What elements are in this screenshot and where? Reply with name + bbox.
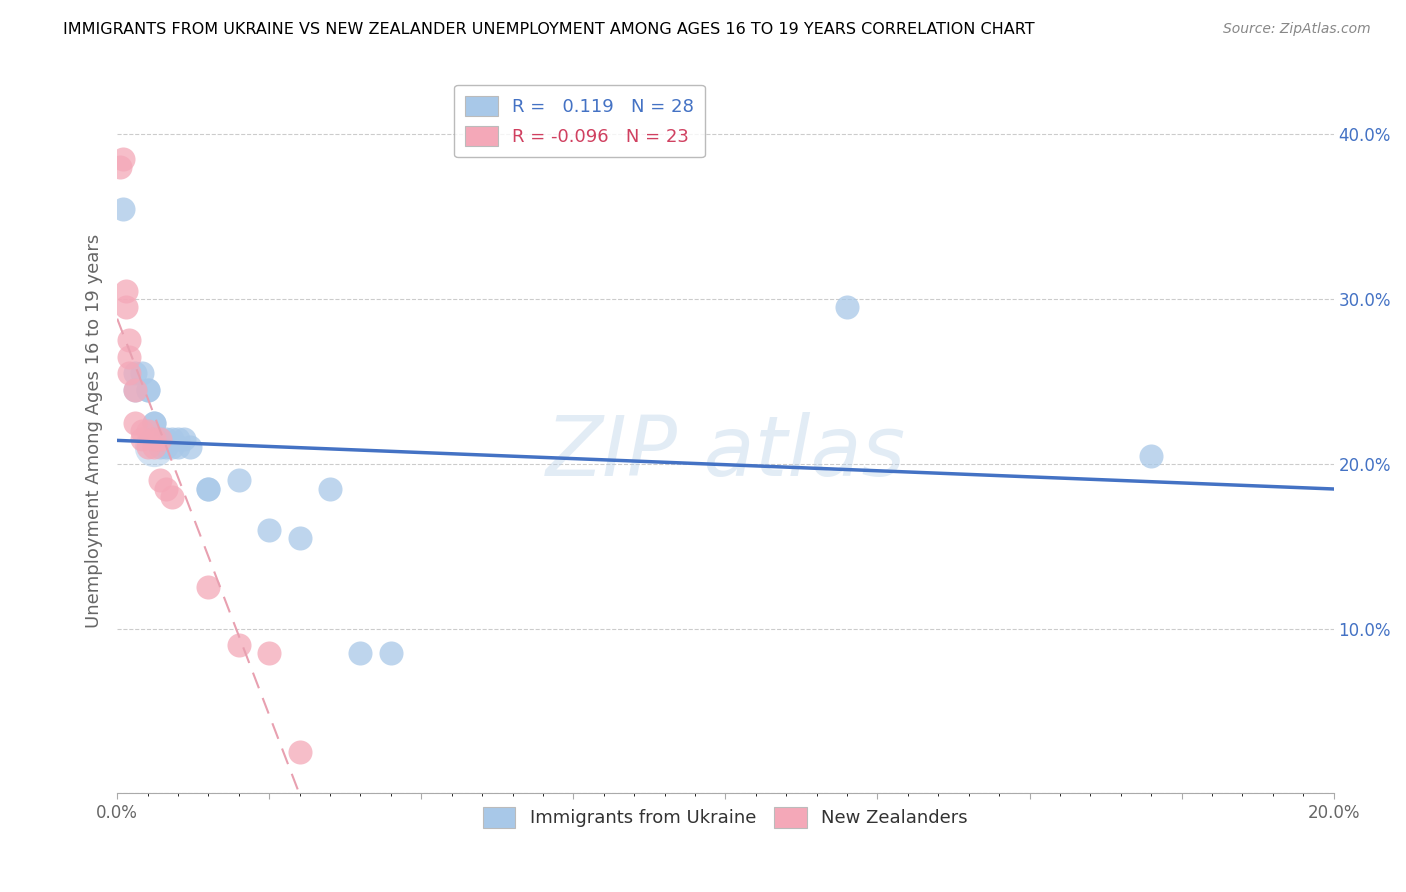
Point: [142, 432, 165, 446]
Point: [131, 424, 153, 438]
Point: [112, 202, 135, 216]
Point: [142, 441, 165, 455]
Point: [118, 350, 141, 364]
Point: [1140, 449, 1163, 463]
Point: [124, 383, 146, 397]
Point: [160, 490, 183, 504]
Point: [380, 646, 402, 660]
Point: [142, 416, 165, 430]
Point: [197, 482, 219, 496]
Point: [124, 366, 146, 380]
Point: [257, 523, 280, 537]
Point: [228, 474, 250, 488]
Point: [149, 432, 172, 446]
Point: [349, 646, 371, 660]
Point: [835, 301, 858, 315]
Text: ZIP atlas: ZIP atlas: [546, 412, 905, 493]
Point: [118, 366, 141, 380]
Point: [160, 432, 183, 446]
Legend: Immigrants from Ukraine, New Zealanders: Immigrants from Ukraine, New Zealanders: [475, 800, 976, 835]
Point: [142, 441, 165, 455]
Point: [112, 152, 135, 166]
Y-axis label: Unemployment Among Ages 16 to 19 years: Unemployment Among Ages 16 to 19 years: [86, 234, 103, 628]
Point: [136, 424, 159, 438]
Point: [131, 432, 153, 446]
Point: [110, 161, 132, 175]
Point: [257, 646, 280, 660]
Point: [288, 531, 311, 545]
Point: [173, 432, 195, 446]
Text: IMMIGRANTS FROM UKRAINE VS NEW ZEALANDER UNEMPLOYMENT AMONG AGES 16 TO 19 YEARS : IMMIGRANTS FROM UKRAINE VS NEW ZEALANDER…: [63, 22, 1035, 37]
Point: [115, 301, 138, 315]
Point: [149, 432, 172, 446]
Point: [197, 482, 219, 496]
Point: [131, 366, 153, 380]
Point: [149, 474, 172, 488]
Point: [288, 745, 311, 759]
Point: [155, 441, 177, 455]
Point: [228, 638, 250, 652]
Point: [136, 383, 159, 397]
Point: [136, 441, 159, 455]
Point: [115, 284, 138, 298]
Point: [142, 416, 165, 430]
Point: [124, 383, 146, 397]
Point: [160, 441, 183, 455]
Point: [197, 581, 219, 595]
Point: [319, 482, 342, 496]
Point: [149, 441, 172, 455]
Point: [155, 482, 177, 496]
Point: [136, 383, 159, 397]
Point: [124, 416, 146, 430]
Point: [179, 441, 201, 455]
Point: [118, 334, 141, 348]
Point: [167, 432, 190, 446]
Point: [155, 432, 177, 446]
Text: Source: ZipAtlas.com: Source: ZipAtlas.com: [1223, 22, 1371, 37]
Point: [167, 441, 190, 455]
